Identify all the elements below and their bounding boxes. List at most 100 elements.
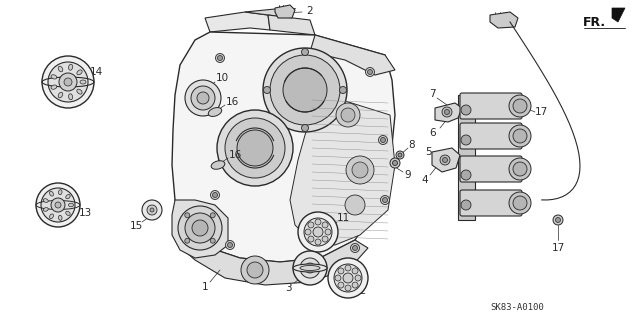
Ellipse shape [49,191,54,196]
Text: 13: 13 [78,208,92,218]
Circle shape [378,136,387,145]
Text: 17: 17 [552,243,564,253]
Circle shape [461,170,471,180]
Circle shape [185,80,221,116]
Circle shape [440,155,450,165]
Circle shape [247,262,263,278]
Text: 12: 12 [353,286,367,296]
Circle shape [338,282,344,288]
Polygon shape [172,32,395,262]
FancyBboxPatch shape [460,190,522,216]
Circle shape [343,273,353,283]
Ellipse shape [68,64,73,70]
Circle shape [237,130,273,166]
Circle shape [270,55,340,125]
Polygon shape [178,228,368,285]
Circle shape [339,86,346,93]
Circle shape [185,213,190,218]
Circle shape [225,241,234,249]
Ellipse shape [58,215,62,220]
Circle shape [211,190,220,199]
Circle shape [322,222,328,228]
Circle shape [341,108,355,122]
Circle shape [218,56,223,61]
Circle shape [335,275,341,281]
Ellipse shape [58,92,63,98]
Ellipse shape [66,195,70,199]
Circle shape [227,242,232,248]
Text: 3: 3 [285,283,291,293]
Circle shape [513,196,527,210]
Ellipse shape [49,214,54,219]
Circle shape [304,218,332,246]
Polygon shape [245,8,290,18]
Circle shape [283,68,327,112]
Circle shape [298,212,338,252]
Circle shape [338,268,344,274]
Circle shape [210,213,215,218]
Circle shape [142,200,162,220]
Circle shape [509,125,531,147]
Circle shape [305,229,311,235]
Ellipse shape [300,265,320,271]
Circle shape [301,48,308,56]
Circle shape [509,192,531,214]
Circle shape [398,153,402,157]
Circle shape [192,220,208,236]
Circle shape [345,265,351,271]
Text: 4: 4 [422,175,428,185]
Text: 17: 17 [534,107,548,117]
Circle shape [442,158,447,162]
Text: 8: 8 [409,140,415,150]
Ellipse shape [68,94,73,100]
Circle shape [345,285,351,291]
FancyBboxPatch shape [460,123,522,149]
Circle shape [41,188,75,222]
Circle shape [263,48,347,132]
Circle shape [322,236,328,242]
Circle shape [197,92,209,104]
Circle shape [147,205,157,215]
Circle shape [334,264,362,292]
FancyBboxPatch shape [460,93,522,119]
Circle shape [355,275,361,281]
Circle shape [42,56,94,108]
Text: 2: 2 [307,6,314,16]
Circle shape [64,78,72,86]
Polygon shape [310,35,395,75]
Circle shape [185,238,190,243]
Circle shape [315,219,321,225]
Polygon shape [458,95,475,220]
Ellipse shape [44,199,48,203]
Text: 5: 5 [425,147,431,157]
Circle shape [55,202,61,208]
Polygon shape [172,200,228,258]
Circle shape [383,197,387,203]
Circle shape [396,151,404,159]
Circle shape [51,198,65,212]
Circle shape [336,103,360,127]
Ellipse shape [58,66,63,72]
Ellipse shape [77,70,82,75]
Polygon shape [435,103,462,122]
Circle shape [367,70,372,75]
Circle shape [513,129,527,143]
Ellipse shape [211,161,225,169]
Circle shape [241,256,269,284]
Circle shape [353,246,358,250]
Text: 10: 10 [216,73,228,83]
Circle shape [212,192,218,197]
Circle shape [352,282,358,288]
Polygon shape [490,12,518,28]
Ellipse shape [51,75,57,79]
Circle shape [36,183,80,227]
Ellipse shape [77,89,82,94]
Text: SK83-A0100: SK83-A0100 [490,303,544,313]
FancyBboxPatch shape [460,156,522,182]
Circle shape [178,206,222,250]
Polygon shape [290,90,395,245]
Text: 9: 9 [404,170,412,180]
Circle shape [509,158,531,180]
Text: FR.: FR. [582,16,605,28]
Circle shape [461,135,471,145]
